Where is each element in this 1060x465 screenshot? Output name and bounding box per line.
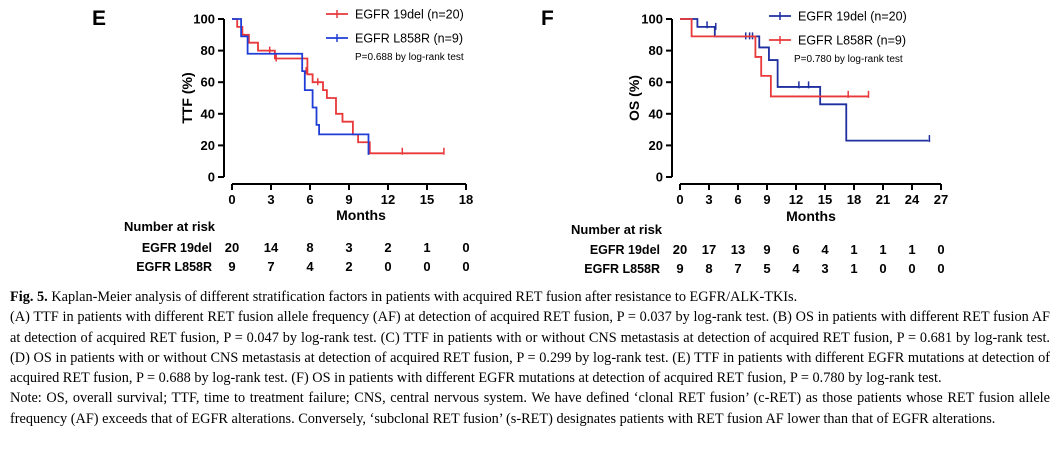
panel-f-series-1-curve — [680, 18, 929, 142]
panel-f-y-tick-label: 80 — [649, 43, 663, 58]
panel-f-x-tick-label: 24 — [905, 192, 920, 207]
caption-note: Note: OS, overall survival; TTF, time to… — [10, 390, 1050, 427]
panel-e-y-tick-label: 60 — [201, 75, 215, 90]
panel-f-risk-value: 3 — [821, 261, 828, 276]
panel-f-risk-value: 0 — [937, 242, 944, 257]
panel-e-x-tick-label: 6 — [306, 192, 313, 207]
panel-f-risk-value: 1 — [908, 242, 915, 257]
caption-body: (A) TTF in patients with different RET f… — [10, 309, 1050, 387]
panel-f-x-tick-label: 27 — [934, 192, 948, 207]
panel-e-x-tick-label: 12 — [381, 192, 395, 207]
panel-f-y-tick-label: 100 — [641, 12, 663, 27]
panel-e-risk-value: 4 — [306, 259, 314, 274]
panel-f-risk-row-label: EGFR L858R — [584, 262, 660, 276]
panel-e-x-tick-label: 18 — [459, 192, 473, 207]
panel-f-risk-value: 0 — [908, 261, 915, 276]
panel-f-risk-value: 20 — [673, 242, 687, 257]
panel-e-x-tick-label: 15 — [420, 192, 434, 207]
panel-e-y-axis-title: TTF (%) — [179, 72, 195, 123]
panel-f-risk-value: 17 — [702, 242, 716, 257]
panel-e-risk-value: 0 — [384, 259, 391, 274]
panel-f-x-tick-label: 12 — [789, 192, 803, 207]
caption-title: Kaplan-Meier analysis of different strat… — [51, 289, 798, 305]
panel-e-x-tick-label: 3 — [267, 192, 274, 207]
panel-f-risk-value: 6 — [792, 242, 799, 257]
panel-f-risk-value: 7 — [734, 261, 741, 276]
panel-f-risk-value: 1 — [850, 242, 857, 257]
panel-f-risk-value: 4 — [821, 242, 829, 257]
panel-f-x-tick-label: 9 — [763, 192, 770, 207]
panel-e-legend-label-2: EGFR L858R (n=9) — [355, 32, 463, 46]
panel-e-y-tick-label: 40 — [201, 106, 215, 121]
caption-heading: Fig. 5. Kaplan-Meier analysis of differe… — [10, 287, 1050, 307]
panel-f-risk-value: 1 — [879, 242, 886, 257]
panel-e-risk-value: 0 — [423, 259, 430, 274]
panel-f-letter: F — [541, 7, 554, 30]
panel-f-legend-label-2: EGFR L858R (n=9) — [798, 34, 906, 48]
panel-f-risk-value: 8 — [705, 261, 712, 276]
panel-e-series-2-curve — [232, 18, 370, 155]
panel-f-risk-value: 9 — [676, 261, 683, 276]
figure-area: E 0 20 40 60 80 100 0 3 6 9 12 15 18 Months TTF (%) EGFR… — [92, 7, 948, 276]
panel-f-risk-value: 1 — [850, 261, 857, 276]
figure-label: Fig. 5. — [10, 289, 48, 305]
panel-f-y-axis-title: OS (%) — [626, 75, 642, 121]
panel-f-x-axis-title: Months — [786, 208, 836, 224]
panel-e-risk-value: 9 — [228, 259, 235, 274]
panel-f-pvalue: P=0.780 by log-rank test — [794, 54, 903, 65]
panel-f-risk-title: Number at risk — [571, 222, 663, 237]
panel-e-risk-value: 14 — [264, 240, 279, 255]
panel-f-x-tick-label: 18 — [847, 192, 861, 207]
panel-f-risk-value: 4 — [792, 261, 800, 276]
panel-e-risk-value: 0 — [462, 240, 469, 255]
panel-f-risk-value: 0 — [879, 261, 886, 276]
panel-e-legend-label-1: EGFR 19del (n=20) — [355, 8, 464, 22]
panel-f-risk-value: 0 — [937, 261, 944, 276]
figure-caption: Fig. 5. Kaplan-Meier analysis of differe… — [10, 287, 1050, 429]
panel-e-risk-value: 1 — [423, 240, 430, 255]
panel-e-risk-value: 2 — [345, 259, 352, 274]
panel-e-risk-value: 8 — [306, 240, 313, 255]
panel-f-series-2-curve — [680, 18, 869, 98]
panel-f-x-tick-label: 6 — [734, 192, 741, 207]
panel-e-risk-value: 3 — [345, 240, 352, 255]
panel-f-y-tick-label: 0 — [656, 170, 663, 185]
panel-e-risk-row-label: EGFR 19del — [142, 241, 212, 255]
panel-f-legend-label-1: EGFR 19del (n=20) — [798, 10, 907, 24]
panel-e-y-tick-label: 0 — [208, 170, 215, 185]
panel-f-risk-value: 9 — [763, 242, 770, 257]
panel-f-x-tick-label: 0 — [676, 192, 683, 207]
panel-e-y-tick-label: 20 — [201, 138, 215, 153]
panel-f-x-tick-label: 15 — [818, 192, 832, 207]
panel-e-y-tick-label: 100 — [193, 12, 215, 27]
panel-e-risk-title: Number at risk — [124, 219, 216, 234]
panel-f-x-tick-label: 21 — [876, 192, 890, 207]
panel-e-y-tick-label: 80 — [201, 43, 215, 58]
panel-f-y-tick-label: 20 — [649, 138, 663, 153]
panel-f-y-tick-label: 60 — [649, 75, 663, 90]
panel-e-risk-row-label: EGFR L858R — [136, 260, 212, 274]
panel-f-risk-value: 13 — [731, 242, 745, 257]
panel-e-x-tick-label: 9 — [345, 192, 352, 207]
panel-e-x-tick-label: 0 — [228, 192, 235, 207]
panel-f-risk-value: 5 — [763, 261, 770, 276]
panel-e-x-axis-title: Months — [336, 207, 386, 223]
panel-f-risk-row-label: EGFR 19del — [590, 243, 660, 257]
panel-e-risk-value: 2 — [384, 240, 391, 255]
panel-e-letter: E — [92, 7, 106, 30]
panel-f-y-tick-label: 40 — [649, 106, 663, 121]
panel-e-risk-value: 20 — [225, 240, 239, 255]
panel-e-risk-value: 7 — [267, 259, 274, 274]
panel-f-x-tick-label: 3 — [705, 192, 712, 207]
panel-e-pvalue: P=0.688 by log-rank test — [355, 52, 464, 63]
panel-e-risk-value: 0 — [462, 259, 469, 274]
